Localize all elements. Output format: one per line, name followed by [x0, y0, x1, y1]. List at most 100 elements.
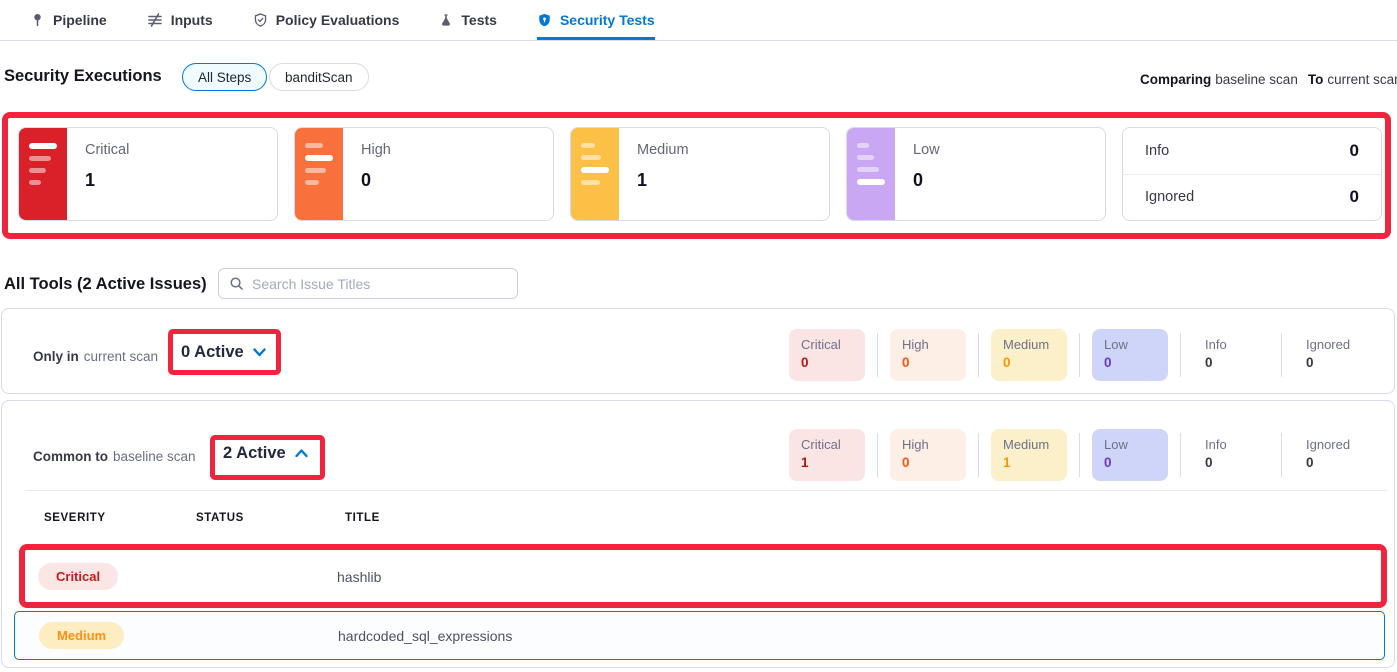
- chip-divider: [877, 333, 878, 377]
- summary-card-high: High 0: [294, 127, 554, 221]
- filter-pill-label: banditScan: [285, 69, 353, 85]
- chip-divider: [1180, 333, 1181, 377]
- chip-low: Low 0: [1092, 429, 1168, 481]
- only-in-active-dropdown[interactable]: 0 Active: [181, 343, 266, 362]
- severity-badge-medium: Medium: [39, 622, 125, 649]
- tab-label: Pipeline: [53, 11, 107, 28]
- ignored-label: Ignored: [1145, 189, 1195, 206]
- comparing-label: Comparing: [1140, 72, 1212, 87]
- chip-count: 0: [1306, 455, 1314, 470]
- chip-label: Critical: [801, 337, 841, 352]
- common-to-baseline-label: Common to baseline scan: [33, 449, 196, 464]
- card-count: 1: [85, 170, 96, 190]
- tab-policy-evaluations[interactable]: Policy Evaluations: [253, 0, 400, 40]
- column-header-severity: SEVERITY: [44, 512, 106, 524]
- chip-count: 1: [801, 455, 809, 470]
- section-label-rest: baseline scan: [113, 449, 196, 464]
- ignored-count: 0: [1349, 187, 1359, 207]
- chip-divider: [877, 433, 878, 477]
- chip-count: 0: [1104, 455, 1112, 470]
- info-row: Info 0: [1123, 128, 1381, 174]
- tab-label: Policy Evaluations: [275, 11, 400, 28]
- common-to-active-dropdown[interactable]: 2 Active: [223, 444, 308, 463]
- chevron-down-icon: [252, 348, 266, 357]
- chip-medium: Medium 1: [991, 429, 1067, 481]
- chip-divider: [1079, 433, 1080, 477]
- execution-tab-bar: Pipeline Inputs Policy Evaluations Tests…: [0, 0, 1397, 41]
- card-label: Low: [913, 142, 940, 158]
- only-in-current-scan-label: Only in current scan: [33, 349, 158, 364]
- tab-inputs[interactable]: Inputs: [147, 0, 213, 40]
- chip-count: 0: [1205, 455, 1213, 470]
- chip-divider: [978, 333, 979, 377]
- chip-count: 0: [1306, 355, 1314, 370]
- filter-pill-banditscan[interactable]: banditScan: [269, 63, 369, 91]
- chip-divider: [1281, 433, 1282, 477]
- issue-title: hardcoded_sql_expressions: [338, 627, 513, 644]
- chip-high: High 0: [890, 429, 966, 481]
- chip-label: Ignored: [1306, 437, 1351, 452]
- page-title: Security Executions: [4, 67, 162, 85]
- medium-severity-icon: [571, 128, 619, 220]
- chip-divider: [1180, 433, 1181, 477]
- filter-pill-label: All Steps: [198, 69, 252, 85]
- chip-high: High 0: [890, 329, 966, 381]
- chip-label: Ignored: [1306, 337, 1351, 352]
- to-label: To: [1307, 72, 1324, 87]
- severity-badge-label: Medium: [57, 628, 107, 643]
- chip-label: Critical: [801, 437, 841, 452]
- chevron-up-icon: [294, 449, 308, 458]
- severity-badge-critical: Critical: [38, 563, 119, 590]
- filter-pill-all-steps[interactable]: All Steps: [182, 63, 268, 91]
- chip-info: Info 0: [1193, 429, 1269, 481]
- chip-low: Low 0: [1092, 329, 1168, 381]
- chip-info: Info 0: [1193, 329, 1269, 381]
- search-icon: [229, 276, 244, 291]
- pipeline-icon: [30, 12, 45, 28]
- tab-security-tests[interactable]: Security Tests: [536, 0, 655, 40]
- card-count: 0: [361, 170, 372, 190]
- summary-card-info-ignored: Info 0 Ignored 0: [1122, 127, 1382, 221]
- tab-pipeline[interactable]: Pipeline: [30, 0, 107, 40]
- chip-label: Info: [1205, 337, 1227, 352]
- chip-divider: [1281, 333, 1282, 377]
- chip-count: 0: [902, 455, 910, 470]
- issue-row-hardcoded-sql-expressions[interactable]: Medium hardcoded_sql_expressions: [14, 611, 1385, 660]
- chip-label: High: [902, 437, 929, 452]
- baseline-scan-value: baseline scan: [1215, 72, 1298, 87]
- card-label: High: [361, 142, 391, 158]
- severity-badge-label: Critical: [56, 569, 101, 584]
- chip-count: 0: [1003, 355, 1011, 370]
- chip-count: 0: [902, 355, 910, 370]
- chip-divider: [978, 433, 979, 477]
- only-in-severity-chips: Critical 0 High 0 Medium 0 Low 0 Info 0 …: [789, 329, 1370, 381]
- ignored-row: Ignored 0: [1123, 173, 1381, 221]
- tab-tests[interactable]: Tests: [439, 0, 497, 40]
- low-severity-icon: [847, 128, 895, 220]
- policy-evaluations-icon: [253, 12, 268, 28]
- summary-card-low: Low 0: [846, 127, 1106, 221]
- chip-ignored: Ignored 0: [1294, 429, 1370, 481]
- tab-label: Tests: [461, 11, 497, 28]
- card-count: 1: [637, 170, 648, 190]
- issue-row-hashlib[interactable]: Critical hashlib: [26, 551, 1381, 602]
- critical-severity-icon: [19, 128, 67, 220]
- column-header-title: TITLE: [345, 512, 380, 524]
- summary-card-critical: Critical 1: [18, 127, 278, 221]
- active-count-label: 0 Active: [181, 343, 244, 361]
- section-label-rest: current scan: [83, 349, 159, 364]
- active-count-label: 2 Active: [223, 444, 286, 462]
- chip-label: Low: [1104, 437, 1128, 452]
- tab-label: Security Tests: [559, 11, 655, 28]
- column-header-status: STATUS: [196, 512, 244, 524]
- chip-label: Info: [1205, 437, 1227, 452]
- chip-label: Low: [1104, 337, 1128, 352]
- chip-count: 0: [801, 355, 809, 370]
- search-issue-titles-box[interactable]: [218, 268, 518, 299]
- summary-card-medium: Medium 1: [570, 127, 830, 221]
- search-input[interactable]: [252, 275, 507, 292]
- info-count: 0: [1349, 140, 1359, 160]
- tab-label: Inputs: [170, 11, 213, 28]
- chip-divider: [1079, 333, 1080, 377]
